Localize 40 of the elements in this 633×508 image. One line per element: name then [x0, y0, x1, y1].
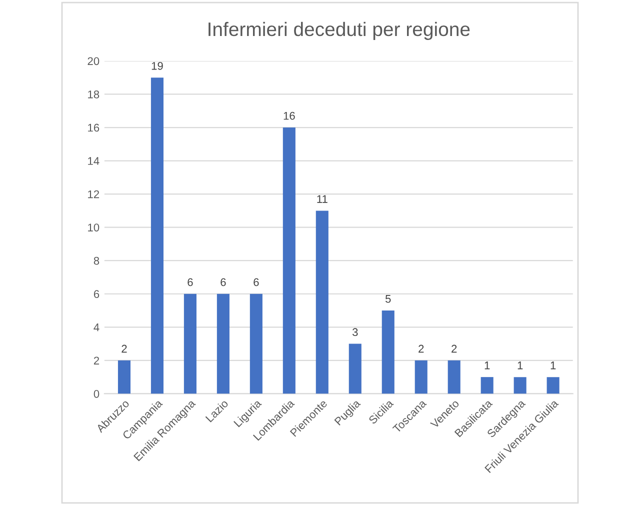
bar [546, 377, 560, 394]
data-label: 1 [550, 362, 556, 370]
data-label: 2 [452, 344, 457, 353]
y-tick-label: 12 [88, 190, 100, 198]
bar [184, 294, 196, 394]
bar [414, 360, 428, 394]
bar [282, 128, 296, 394]
data-label: 5 [385, 295, 391, 303]
y-tick-label: 18 [88, 90, 100, 98]
data-label: 6 [254, 278, 259, 286]
bar [382, 310, 394, 394]
data-label: 6 [220, 278, 226, 286]
bar [250, 294, 262, 394]
y-tick-label: 6 [94, 290, 100, 298]
bar [316, 210, 328, 394]
y-tick-label: 2 [94, 356, 100, 364]
chart-title: Infermieri deceduti per regione [208, 22, 470, 40]
data-label: 2 [122, 344, 127, 353]
y-tick-label: 4 [94, 324, 100, 332]
data-label: 3 [352, 328, 358, 336]
bar [216, 294, 230, 394]
data-label: 6 [188, 278, 193, 286]
data-label: 2 [418, 344, 424, 353]
y-tick-label: 8 [94, 256, 100, 265]
bar [480, 377, 494, 394]
bar [150, 78, 164, 394]
bar [448, 360, 460, 394]
y-tick-label: 16 [88, 124, 100, 132]
data-label: 19 [152, 62, 163, 70]
y-tick-label: 10 [88, 224, 100, 232]
y-tick-label: 0 [94, 390, 100, 398]
y-tick-label: 20 [88, 57, 100, 66]
data-label: 16 [284, 112, 295, 120]
bar [514, 377, 526, 394]
data-label: 1 [484, 362, 490, 370]
bar [118, 360, 131, 394]
y-tick-label: 14 [88, 157, 100, 165]
bar [348, 344, 362, 394]
data-label: 11 [317, 195, 328, 203]
data-label: 1 [518, 362, 523, 370]
